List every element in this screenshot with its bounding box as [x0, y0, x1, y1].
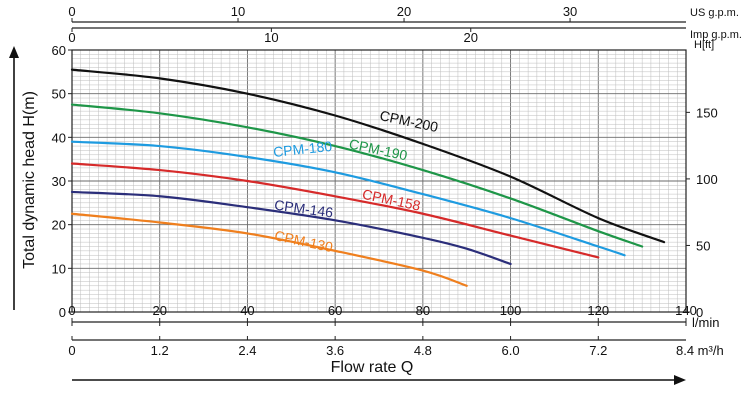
- series-line-cpm-130: [70, 212, 468, 287]
- impgpm-axis-unit: Imp g.p.m.: [690, 29, 742, 41]
- usgpm-tick-label: 0: [68, 4, 75, 19]
- ft-tick-label: 100: [696, 172, 718, 187]
- series-label-cpm-180: CPM-180: [272, 138, 333, 160]
- m3h-tick-label: 1.2: [151, 343, 169, 358]
- lmin-tick-label: 80: [416, 303, 430, 318]
- series-line-cpm-200: [70, 68, 666, 244]
- m3h-tick-label: 7.2: [589, 343, 607, 358]
- ft-tick-label: 50: [696, 238, 710, 253]
- lmin-tick-label: 0: [68, 303, 75, 318]
- lmin-tick-label: 140: [675, 303, 697, 318]
- usgpm-tick-label: 20: [397, 4, 411, 19]
- y-tick-label: 30: [52, 174, 66, 189]
- y-tick-label: 50: [52, 87, 66, 102]
- ft-tick-label: 0: [696, 305, 703, 320]
- m3h-axis-unit: 8.4 m³/h: [676, 343, 724, 358]
- series-line-cpm-158: [70, 162, 600, 259]
- series-group: [70, 68, 666, 287]
- lmin-tick-label: 20: [152, 303, 166, 318]
- lmin-axis-unit: l/min: [692, 315, 719, 330]
- grid: [71, 49, 687, 313]
- m3h-tick-label: 3.6: [326, 343, 344, 358]
- lmin-tick-label: 40: [240, 303, 254, 318]
- series-line-cpm-190: [70, 103, 644, 248]
- impgpm-tick-label: 0: [68, 30, 75, 45]
- lmin-tick-label: 100: [500, 303, 522, 318]
- y-tick-label: 20: [52, 218, 66, 233]
- ft-tick-label: 150: [696, 105, 718, 120]
- x-axis-arrowhead: [674, 375, 686, 385]
- m3h-tick-label: 2.4: [238, 343, 256, 358]
- series-line-cpm-180: [70, 140, 626, 257]
- impgpm-tick-label: 10: [264, 30, 278, 45]
- series-line-cpm-146: [70, 190, 512, 266]
- impgpm-tick-label: 20: [464, 30, 478, 45]
- lmin-tick-label: 120: [587, 303, 609, 318]
- lmin-tick-label: 60: [328, 303, 342, 318]
- m3h-tick-label: 6.0: [502, 343, 520, 358]
- x-axis-title: Flow rate Q: [331, 359, 414, 376]
- m3h-tick-label: 4.8: [414, 343, 432, 358]
- y-axis-arrowhead: [9, 46, 19, 58]
- usgpm-tick-label: 30: [563, 4, 577, 19]
- y-tick-label: 0: [59, 305, 66, 320]
- y-axis-title: Total dynamic head H(m): [21, 91, 38, 269]
- usgpm-axis-unit: US g.p.m.: [690, 7, 739, 19]
- y-tick-label: 40: [52, 130, 66, 145]
- usgpm-tick-label: 10: [231, 4, 245, 19]
- ft-axis-unit: H[ft]: [694, 39, 714, 51]
- y-tick-label: 10: [52, 261, 66, 276]
- y-tick-label: 60: [52, 43, 66, 58]
- m3h-tick-label: 0: [68, 343, 75, 358]
